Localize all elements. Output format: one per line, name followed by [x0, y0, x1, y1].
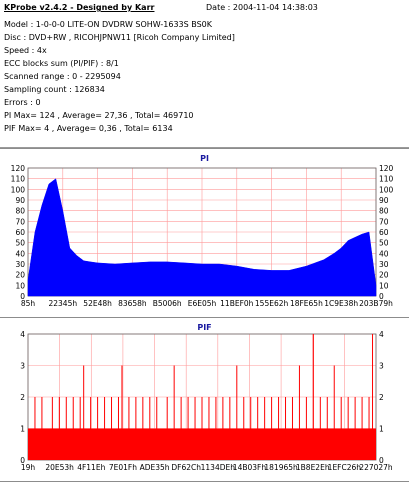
- pif-y-tick-label-right: 3: [379, 362, 384, 371]
- pi-y-tick-label: 120: [11, 164, 26, 173]
- pif-x-tick-label: DF62Ch: [171, 463, 201, 472]
- pif-y-tick-label: 2: [20, 393, 25, 402]
- info-model: Model : 1-0-0-0 LITE-ON DVDRW SOHW-1633S…: [4, 20, 212, 29]
- pi-x-tick-label: 155E62h: [255, 299, 289, 308]
- pif-x-tick-label: 4F11Eh: [77, 463, 105, 472]
- pi-y-tick-label-right: 110: [379, 175, 394, 184]
- info-scanned-range: Scanned range : 0 - 2295094: [4, 72, 121, 81]
- pif-chart-title: PIF: [197, 323, 211, 332]
- pi-y-tick-label-right: 60: [379, 228, 389, 237]
- pi-y-tick-label: 60: [15, 228, 25, 237]
- pi-y-tick-label: 0: [20, 292, 25, 301]
- pif-x-tick-label: 14B03Fh: [233, 463, 267, 472]
- pi-y-tick-label: 30: [15, 260, 25, 269]
- info-speed: Speed : 4x: [4, 46, 47, 55]
- pi-series-area: [27, 178, 377, 297]
- pi-chart-title: PI: [200, 154, 209, 163]
- info-panel: KProbe v2.4.2 - Designed by Karr Date : …: [0, 0, 409, 148]
- pif-x-tick-label: 19h: [21, 463, 36, 472]
- pif-x-tick-label: 181965h: [264, 463, 298, 472]
- pi-y-tick-label-right: 120: [379, 164, 394, 173]
- pif-x-tick-label: 1EFC26h: [328, 463, 362, 472]
- info-sampling-count: Sampling count : 126834: [4, 85, 105, 94]
- info-errors: Errors : 0: [4, 98, 41, 107]
- pif-y-tick-label: 0: [20, 456, 25, 465]
- pi-y-tick-label: 50: [15, 239, 25, 248]
- pi-y-tick-label-right: 0: [379, 292, 384, 301]
- pi-x-tick-label: E6E05h: [188, 299, 217, 308]
- pi-x-tick-label: 203B79h: [359, 299, 393, 308]
- pi-y-tick-label-right: 50: [379, 239, 389, 248]
- info-pi-stats: PI Max= 124 , Average= 27,36 , Total= 46…: [4, 111, 194, 120]
- pi-y-tick-label-right: 20: [379, 271, 389, 280]
- pi-y-tick-label: 70: [15, 217, 25, 226]
- pif-x-tick-label: 227027h: [359, 463, 393, 472]
- pi-y-tick-label: 110: [11, 175, 26, 184]
- scan-date: Date : 2004-11-04 14:38:03: [206, 3, 318, 12]
- pif-y-tick-label-right: 1: [379, 425, 384, 434]
- info-ecc-blocks: ECC blocks sum (PI/PIF) : 8/1: [4, 59, 119, 68]
- pi-x-tick-label: 18FE65h: [290, 299, 323, 308]
- pif-x-tick-label: 7E01Fh: [109, 463, 137, 472]
- pi-x-tick-label: B5006h: [153, 299, 182, 308]
- pi-y-tick-label: 100: [11, 185, 26, 194]
- pi-y-tick-label: 40: [15, 249, 25, 258]
- pi-x-tick-label: 85h: [21, 299, 36, 308]
- pi-x-tick-label: 1C9E38h: [324, 299, 358, 308]
- pif-chart: PIF 0 0 1 1 2 2 3 3 4 4 19h 20E53h 4F11Eh 7E01Fh ADE35…: [20, 323, 393, 472]
- app-title: KProbe v2.4.2 - Designed by Karr: [4, 3, 155, 12]
- pif-y-tick-label-right: 2: [379, 393, 384, 402]
- info-disc: Disc : DVD+RW , RICOHJPNW11 [Ricoh Compa…: [4, 33, 235, 42]
- pif-chart-panel: PIF 0 0 1 1 2 2 3 3 4 4 19h 20E53h 4F11Eh 7E01Fh ADE35…: [0, 317, 409, 482]
- pif-x-tick-label: 1134DEh: [201, 463, 236, 472]
- pi-y-tick-label: 20: [15, 271, 25, 280]
- pi-y-tick-label-right: 10: [379, 281, 389, 290]
- pif-y-tick-label: 1: [20, 425, 25, 434]
- pi-x-tick-label: 22345h: [48, 299, 77, 308]
- pi-y-tick-label: 80: [15, 207, 25, 216]
- pi-y-tick-label-right: 70: [379, 217, 389, 226]
- pif-x-tick-label: 20E53h: [45, 463, 74, 472]
- pi-y-tick-label-right: 100: [379, 185, 394, 194]
- pi-y-tick-label-right: 30: [379, 260, 389, 269]
- pi-chart-panel: PI 0 0 10 10 20 20 30 30 40 40 50 50 60 60 70 70 80 80 90 9…: [0, 148, 409, 318]
- pif-y-tick-label: 3: [20, 362, 25, 371]
- pif-y-tick-label-right: 0: [379, 456, 384, 465]
- pif-x-tick-label: ADE35h: [140, 463, 170, 472]
- pi-x-tick-label: 11BEF0h: [220, 299, 254, 308]
- pi-x-tick-label: 83658h: [118, 299, 147, 308]
- info-pif-stats: PIF Max= 4 , Average= 0,36 , Total= 6134: [4, 124, 173, 133]
- pif-y-tick-label: 4: [20, 330, 25, 339]
- pi-y-tick-label: 10: [15, 281, 25, 290]
- pi-y-tick-label: 90: [15, 196, 25, 205]
- pi-y-tick-label-right: 40: [379, 249, 389, 258]
- pif-y-tick-label-right: 4: [379, 330, 384, 339]
- pif-x-tick-label: 1B8E2Eh: [296, 463, 330, 472]
- pi-y-tick-label-right: 90: [379, 196, 389, 205]
- pi-x-tick-label: 52E48h: [83, 299, 112, 308]
- pi-y-tick-label-right: 80: [379, 207, 389, 216]
